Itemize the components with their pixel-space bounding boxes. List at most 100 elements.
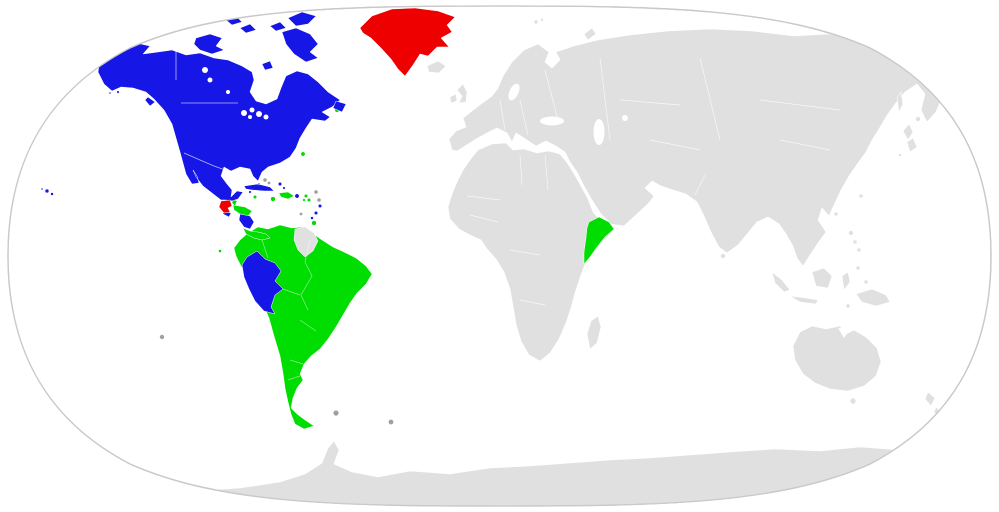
region-florida-keys <box>257 182 261 186</box>
region-falkland-islands <box>333 410 339 416</box>
region-taiwan <box>858 193 864 199</box>
region-hawaii <box>40 187 44 191</box>
region-iceland <box>426 60 447 74</box>
region-hokkaido <box>915 116 921 122</box>
region-baffin-island <box>281 27 319 63</box>
region-aleutians <box>108 91 112 95</box>
great-lakes <box>241 110 247 116</box>
region-hainan <box>833 211 839 217</box>
region-lesser-antilles-blue <box>317 203 323 209</box>
region-vancouver-island <box>144 96 156 107</box>
region-turks-caicos <box>267 181 271 185</box>
region-north-america-mainland <box>97 41 341 202</box>
region-svalbard <box>533 19 539 25</box>
region-costa-rica-panama <box>242 227 271 241</box>
lake-winnipeg <box>226 90 230 94</box>
caspian-sea <box>593 119 605 145</box>
region-svalbard <box>540 18 544 22</box>
region-cayman <box>252 194 258 200</box>
region-tasmania <box>849 397 857 405</box>
region-java <box>789 295 819 305</box>
region-somalia <box>583 216 615 265</box>
region-hispaniola <box>278 191 295 200</box>
region-puerto-rico <box>294 193 300 199</box>
region-queen-elizabeth-islands <box>239 23 257 34</box>
great-bear-lake <box>202 67 208 73</box>
black-sea <box>540 116 564 126</box>
region-bahamas-gray <box>263 178 267 182</box>
region-ellesmere-island <box>287 11 317 27</box>
region-sulawesi <box>841 271 851 291</box>
region-lesser-antilles-blue <box>313 210 319 216</box>
region-dutch-antilles <box>299 212 303 216</box>
region-madagascar <box>586 315 602 350</box>
region-sakhalin <box>896 91 904 113</box>
region-leeward-islands <box>302 198 306 202</box>
map-frame-outline <box>7 5 992 507</box>
region-philippines <box>856 247 862 253</box>
region-southampton-island <box>261 60 274 71</box>
region-hawaii <box>50 192 54 196</box>
region-hawaii <box>44 188 50 194</box>
region-novaya-zemlya <box>583 27 597 41</box>
region-new-guinea <box>855 288 891 307</box>
gray-landmasses <box>8 18 991 506</box>
region-australia <box>792 325 882 392</box>
region-martinique <box>317 198 321 202</box>
region-philippines <box>848 230 854 236</box>
north-america-borders <box>175 50 238 172</box>
region-greenland <box>359 7 456 77</box>
region-lesser-antilles-blue <box>310 216 314 220</box>
region-africa <box>447 142 615 362</box>
great-lakes <box>263 114 269 120</box>
region-newfoundland <box>332 100 347 113</box>
region-devon-island <box>269 21 287 32</box>
gray-territory-dots <box>159 178 394 425</box>
region-kyushu <box>898 153 902 157</box>
aral-sea <box>622 115 628 121</box>
north-america-lakes <box>202 67 269 120</box>
region-aleutians <box>116 90 120 94</box>
gray-land-borders <box>466 57 841 306</box>
region-eurasia <box>448 28 949 267</box>
region-leeward-islands <box>303 193 309 199</box>
region-ireland <box>449 93 458 104</box>
region-peru <box>241 250 284 315</box>
us-mexico-border <box>183 152 229 172</box>
region-borneo <box>811 267 833 289</box>
region-nicaragua <box>238 213 255 230</box>
great-lakes <box>248 115 252 119</box>
region-isla-juventud <box>248 190 252 194</box>
region-guatemala <box>218 199 233 214</box>
great-slave-lake <box>207 77 213 83</box>
red-regions <box>218 7 456 214</box>
region-south-georgia <box>388 419 394 425</box>
region-bahamas-blue <box>277 181 283 187</box>
region-jamaica <box>270 196 276 202</box>
region-new-zealand-north <box>924 391 936 407</box>
region-moluccas <box>855 265 861 271</box>
region-sri-lanka <box>720 253 726 259</box>
region-philippines <box>852 239 858 245</box>
gulf-of-carpentaria <box>838 328 850 338</box>
region-guianas <box>293 226 319 258</box>
region-bahamas-blue <box>282 186 286 190</box>
region-timor <box>845 303 851 309</box>
region-guadeloupe <box>314 190 318 194</box>
region-galapagos <box>218 249 222 253</box>
great-lakes <box>256 111 262 117</box>
region-great-britain <box>456 83 468 104</box>
region-leeward-islands <box>306 197 312 203</box>
great-lakes <box>249 107 255 113</box>
baltic-sea <box>508 83 520 101</box>
blue-regions <box>40 11 347 315</box>
region-bermuda <box>300 151 306 157</box>
region-japan <box>906 137 918 153</box>
region-moluccas <box>863 279 869 285</box>
region-japan <box>902 123 914 141</box>
region-pitcairn <box>159 334 165 340</box>
region-trinidad <box>311 220 317 226</box>
south-america-borders <box>261 239 317 381</box>
